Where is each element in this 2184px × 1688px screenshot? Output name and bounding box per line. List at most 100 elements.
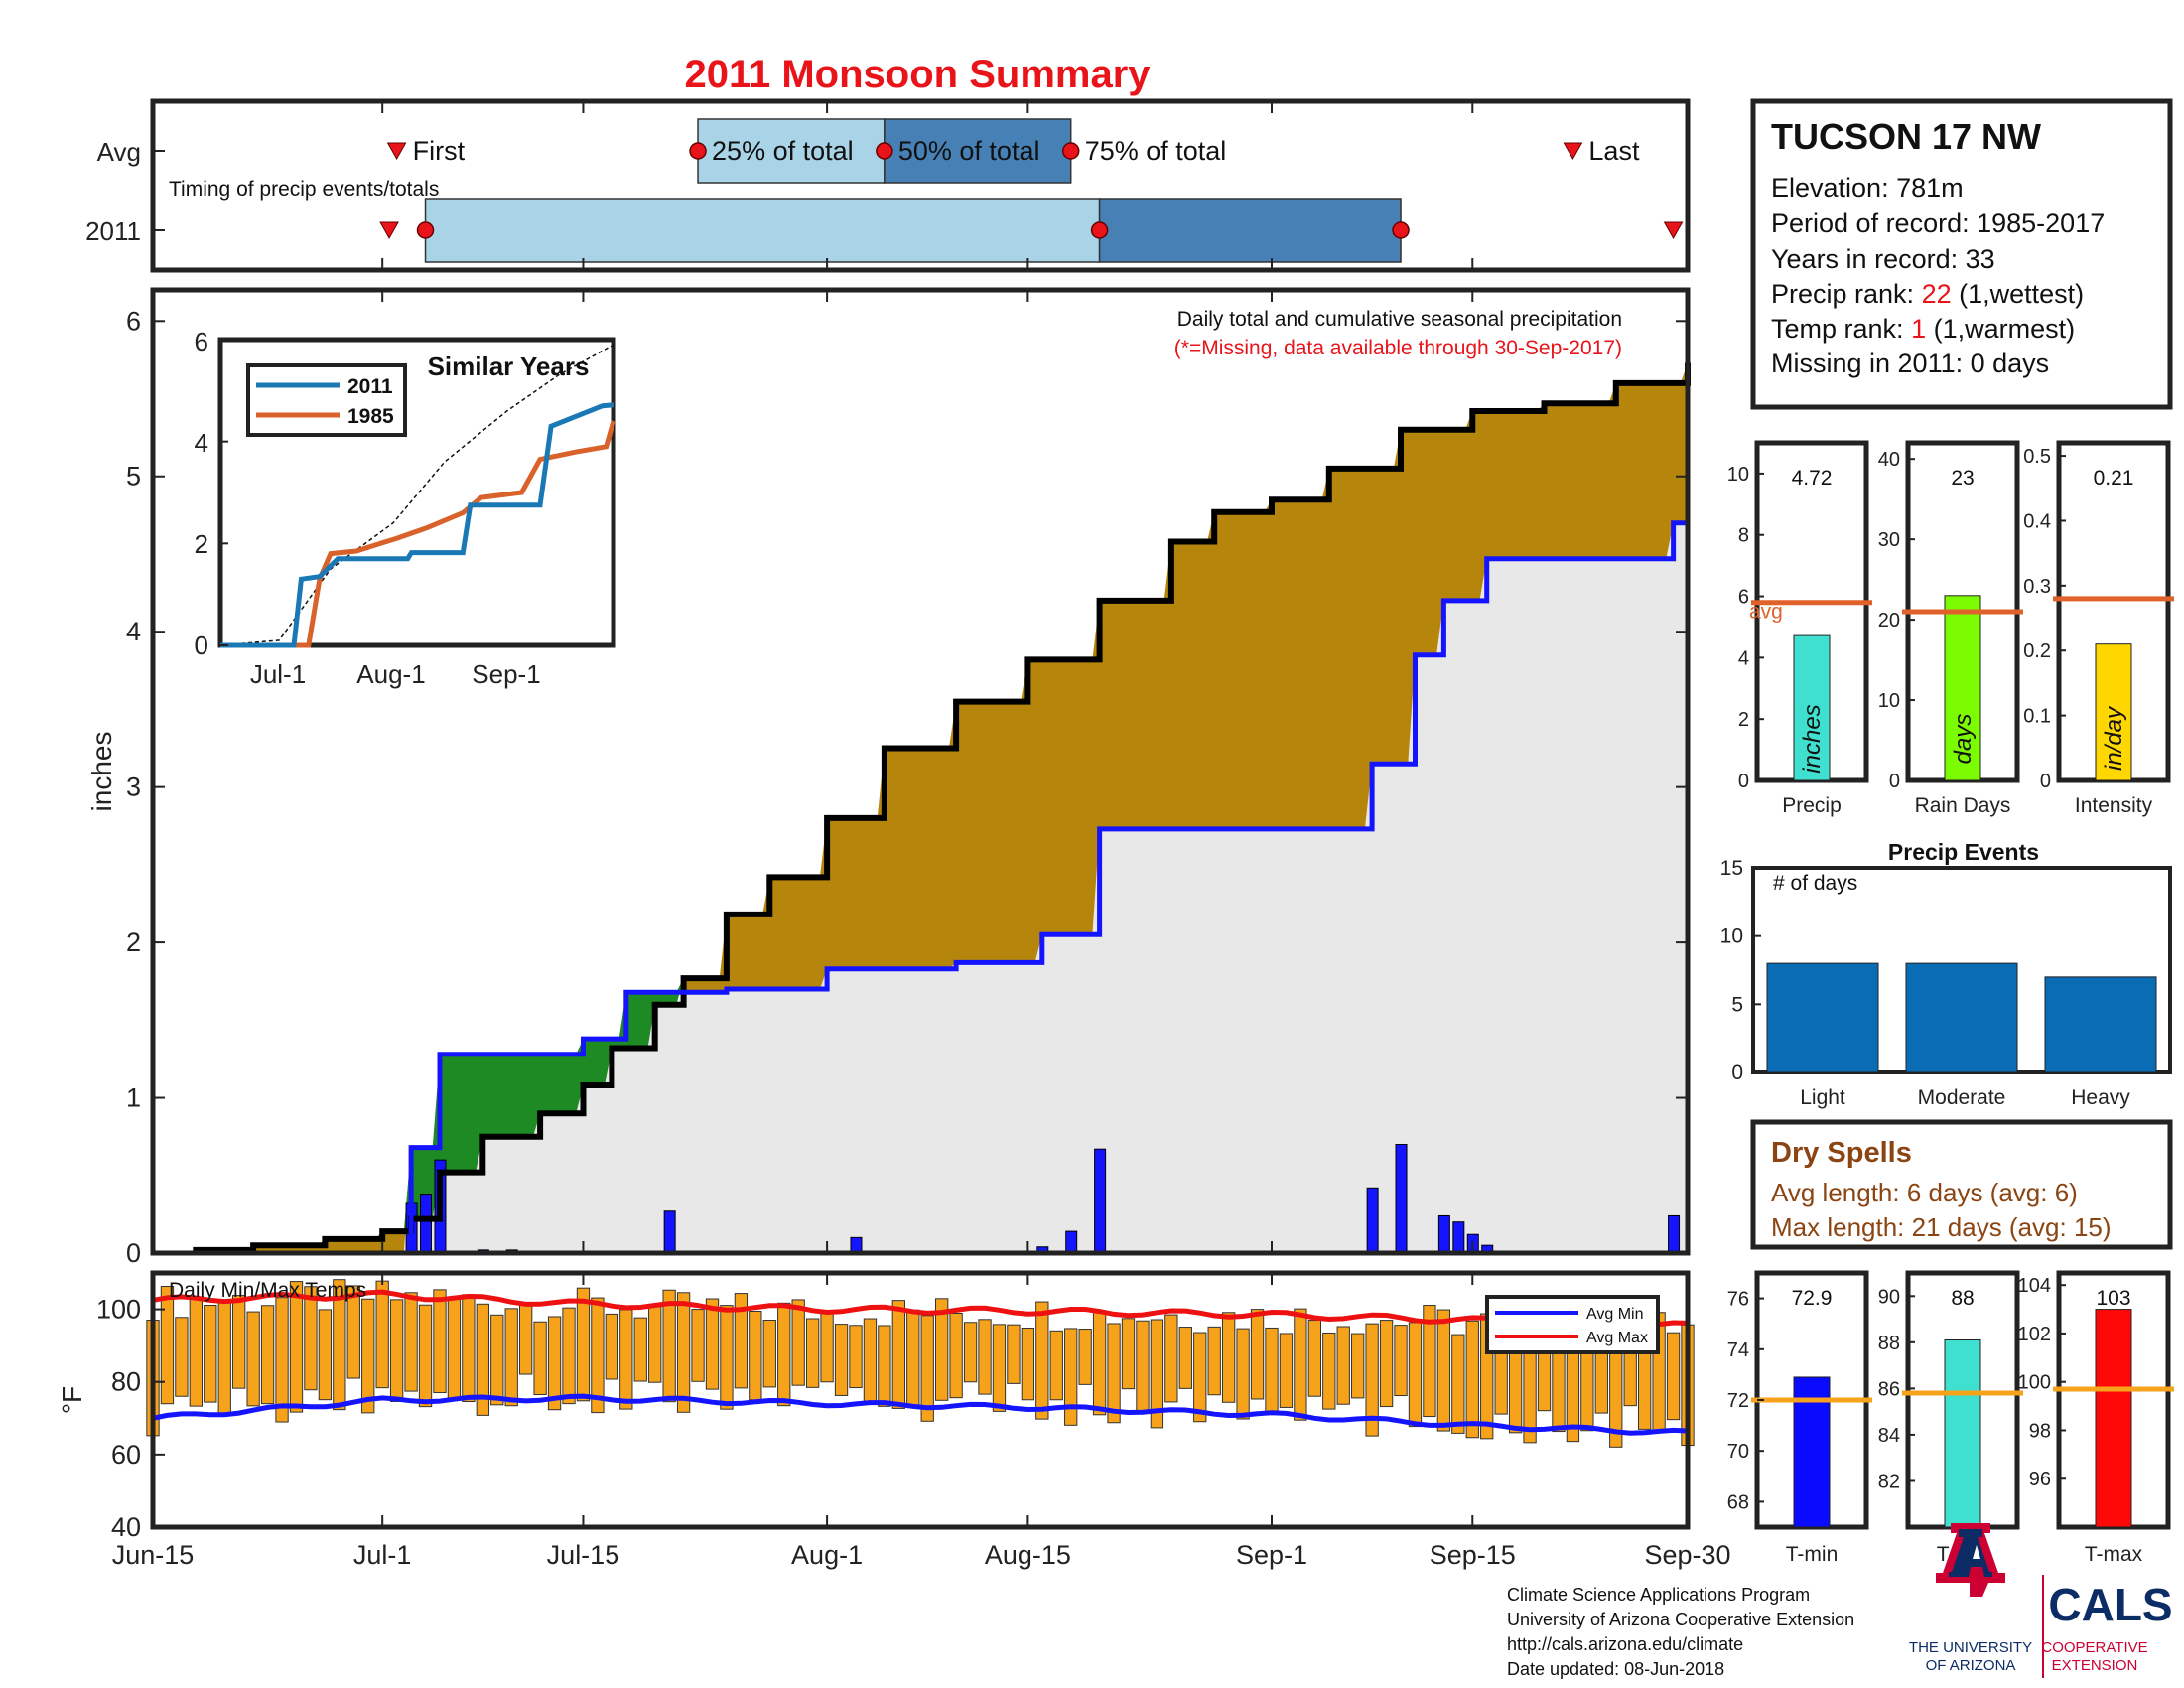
daily-temp-bar <box>605 1313 619 1380</box>
summary-ytick-label: 0.5 <box>2023 446 2051 468</box>
summary-x-label: Rain Days <box>1915 794 2011 817</box>
temps-ytick-label: 60 <box>111 1440 141 1470</box>
summary-value-label: 23 <box>1951 467 1974 490</box>
daily-temp-bar <box>333 1279 346 1411</box>
summary-ytick-label: 2 <box>1738 709 1749 731</box>
main-ytick-label: 1 <box>126 1083 141 1113</box>
daily-precip-bar <box>420 1194 433 1254</box>
temp-summary-ytick-label: 88 <box>1878 1333 1900 1354</box>
daily-temp-bar <box>878 1325 891 1407</box>
precip-events-ytick-label: 0 <box>1731 1061 1743 1084</box>
daily-temp-bar <box>1250 1309 1265 1400</box>
precip-events-ylabel: # of days <box>1773 872 1857 895</box>
temps-ytick-label: 100 <box>96 1295 141 1325</box>
footer-line-3: http://cals.arizona.edu/climate <box>1507 1634 1743 1654</box>
inset-title: Similar Years <box>428 352 590 381</box>
date-tick-label: Sep-1 <box>1236 1540 1307 1570</box>
daily-precip-bar <box>1366 1187 1379 1254</box>
date-tick-label: Sep-30 <box>1644 1540 1730 1570</box>
summary-value-label: 4.72 <box>1792 467 1833 490</box>
temp-summary-ytick-label: 90 <box>1878 1286 1900 1308</box>
daily-temp-bar <box>232 1295 246 1389</box>
daily-temp-bar <box>547 1316 562 1411</box>
station-name: TUCSON 17 NW <box>1771 116 2041 157</box>
avg-first-label: First <box>413 136 466 166</box>
daily-temp-bar <box>318 1309 333 1401</box>
daily-temp-bar <box>1035 1301 1049 1420</box>
main-ytick-label: 0 <box>126 1238 141 1268</box>
daily-temp-bar <box>1436 1309 1451 1432</box>
summary-ytick-label: 6 <box>1738 587 1749 609</box>
precip-events-bar <box>1905 962 2018 1073</box>
cumulative-2011-line <box>193 362 1691 1253</box>
inset-average-line <box>219 344 614 646</box>
daily-temp-bar <box>462 1294 476 1403</box>
daily-temp-bar <box>519 1302 533 1375</box>
summary-ytick-label: 40 <box>1878 449 1900 471</box>
temps-ytick-label: 80 <box>111 1367 141 1397</box>
daily-temp-bar <box>433 1289 447 1394</box>
temp-rank-suffix: (1,warmest) <box>1926 314 2075 344</box>
daily-temp-bar <box>1666 1332 1681 1421</box>
daily-temp-bar <box>1408 1322 1423 1428</box>
date-tick-label: Jul-1 <box>353 1540 412 1570</box>
temp-summary-bar-t-max <box>2095 1309 2132 1528</box>
daily-temp-bar <box>447 1297 462 1401</box>
daily-temp-bar <box>591 1297 605 1414</box>
avg-q75-marker <box>1061 142 1080 160</box>
daily-temp-bar <box>189 1298 204 1407</box>
date-tick-label: Jun-15 <box>112 1540 195 1570</box>
temp-summary-ytick-label: 96 <box>2029 1469 2051 1490</box>
daily-temp-bar <box>389 1299 404 1402</box>
station-years: Years in record: 33 <box>1771 244 1995 274</box>
avg-min-line <box>152 1393 1689 1436</box>
inset-legend-box <box>246 363 407 437</box>
temps-legend-box <box>1485 1295 1660 1354</box>
daily-temp-bar <box>1351 1333 1365 1399</box>
timing-row-label-2011: 2011 <box>85 216 141 246</box>
daily-temp-bar <box>1178 1327 1192 1389</box>
daily-temp-bar <box>1294 1308 1307 1421</box>
timing-2011-box-q50-q75 <box>1098 198 1402 263</box>
summary-ytick-label: 10 <box>1727 464 1749 486</box>
temp-summary-ytick-label: 100 <box>2018 1372 2051 1394</box>
daily-temp-bar <box>1365 1323 1379 1437</box>
daily-precip-bar <box>1668 1214 1681 1254</box>
daily-temp-bar <box>1107 1323 1121 1424</box>
daily-temp-bar <box>791 1299 805 1386</box>
timing-note: Timing of precip events/totals <box>169 178 439 201</box>
precip-events-x-label: Light <box>1800 1086 1845 1109</box>
daily-temp-bar <box>1265 1327 1279 1415</box>
dry-spells-avg-length: Avg length: 6 days (avg: 6) <box>1771 1178 2078 1207</box>
daily-temp-bar <box>906 1309 920 1409</box>
precip-events-bars: Light Moderate Heavy 0 5 10 15 <box>1720 857 2157 1109</box>
avg-q50-label: 50% of total <box>898 136 1040 166</box>
station-period: Period of record: 1985-2017 <box>1771 209 2105 238</box>
summary-ytick-label: 0 <box>2040 771 2051 792</box>
timing-panel: Avg 2011 Timing of precip events/totals … <box>85 98 1691 273</box>
daily-temp-bar <box>1150 1319 1164 1429</box>
daily-temp-bar <box>648 1304 662 1383</box>
temp-summary-ytick-label: 82 <box>1878 1471 1900 1492</box>
daily-temp-bar <box>949 1313 963 1399</box>
temp-summary-ytick-label: 84 <box>1878 1425 1900 1447</box>
station-temp-rank: Temp rank: 1 (1,warmest) <box>1771 314 2075 344</box>
temp-summary-value-label: 103 <box>2096 1287 2130 1310</box>
daily-temp-bar <box>691 1309 705 1382</box>
cumulative-average-line <box>382 520 1688 1256</box>
daily-temp-bar <box>562 1307 576 1405</box>
summary-value-label: 0.21 <box>2094 467 2134 490</box>
summary-ytick-label: 0.3 <box>2023 576 2051 598</box>
2011-q50-marker <box>1090 221 1109 239</box>
inset-legend-label-2011: 2011 <box>347 375 393 398</box>
ua-logo-line-1: THE UNIVERSITY <box>1909 1639 2032 1656</box>
main-ytick-label: 3 <box>126 773 141 802</box>
temp-summary-x-label: T-max <box>2085 1543 2143 1566</box>
daily-temp-bar <box>619 1309 633 1410</box>
inset-xtick-jul1: Jul-1 <box>250 659 306 689</box>
summary-ytick-label: 8 <box>1738 525 1749 547</box>
temp-summary-ytick-label: 102 <box>2018 1324 2051 1345</box>
summary-ytick-label: 4 <box>1738 647 1749 669</box>
station-info-box: TUCSON 17 NW Elevation: 781m Period of r… <box>1750 98 2173 410</box>
station-elevation: Elevation: 781m <box>1771 173 1964 203</box>
